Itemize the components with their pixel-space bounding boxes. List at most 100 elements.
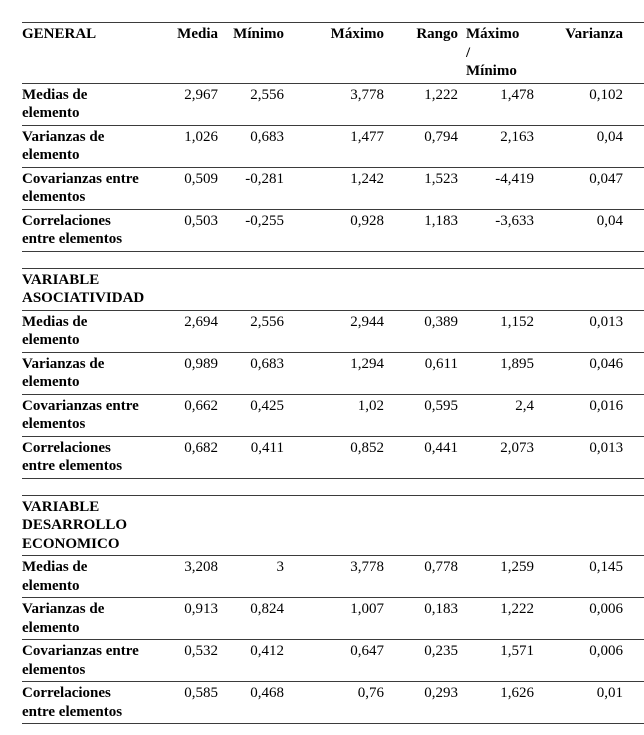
table-header-row: VARIABLE DESARROLLO ECONOMICO (22, 495, 644, 556)
cell-maximo-minimo: 2,073 (466, 436, 542, 479)
table-header-row: VARIABLE ASOCIATIVIDAD (22, 268, 644, 311)
cell-maximo-minimo: 1,478 (466, 83, 542, 126)
cell-media: 1,026 (162, 125, 226, 168)
col-header-minimo: Mínimo (226, 22, 292, 84)
cell-maximo-minimo: 1,259 (466, 555, 542, 598)
cell-maximo-minimo: -4,419 (466, 167, 542, 210)
cell-maximo-minimo: 2,4 (466, 394, 542, 437)
cell-rango: 1,183 (392, 209, 466, 252)
cell-media: 0,503 (162, 209, 226, 252)
cell-maximo: 0,647 (292, 639, 392, 682)
cell-media: 0,509 (162, 167, 226, 210)
cell-rango: 0,389 (392, 310, 466, 353)
cell-varianza: 0,006 (542, 597, 644, 640)
row-label: Varianzas de elemento (22, 597, 162, 640)
cell-rango: 0,235 (392, 639, 466, 682)
cell-minimo: 2,556 (226, 83, 292, 126)
cell-rango: 0,293 (392, 681, 466, 724)
cell-minimo: 0,468 (226, 681, 292, 724)
row-label: Varianzas de elemento (22, 125, 162, 168)
cell-rango: 0,441 (392, 436, 466, 479)
section-title-desarrollo: VARIABLE DESARROLLO ECONOMICO (22, 495, 644, 556)
table-row: Covarianzas entre elementos 0,509 -0,281… (22, 167, 644, 210)
cell-varianza: 0,013 (542, 436, 644, 479)
cell-varianza: 0,01 (542, 681, 644, 724)
cell-varianza: 0,04 (542, 125, 644, 168)
table-desarrollo-economico: VARIABLE DESARROLLO ECONOMICO Medias de … (22, 494, 644, 724)
cell-minimo: 0,425 (226, 394, 292, 437)
row-label: Correlaciones entre elementos (22, 209, 162, 252)
table-row: Medias de elemento 3,208 3 3,778 0,778 1… (22, 555, 644, 598)
cell-rango: 1,222 (392, 83, 466, 126)
table-row: Correlaciones entre elementos 0,585 0,46… (22, 681, 644, 724)
cell-minimo: -0,255 (226, 209, 292, 252)
col-header-maximo-minimo: Máximo / Mínimo (466, 22, 542, 84)
cell-maximo-minimo: -3,633 (466, 209, 542, 252)
row-label: Covarianzas entre elementos (22, 639, 162, 682)
row-label: Covarianzas entre elementos (22, 394, 162, 437)
cell-maximo-minimo: 1,571 (466, 639, 542, 682)
cell-maximo: 1,242 (292, 167, 392, 210)
table-row: Covarianzas entre elementos 0,532 0,412 … (22, 639, 644, 682)
table-row: Correlaciones entre elementos 0,682 0,41… (22, 436, 644, 479)
cell-maximo: 1,02 (292, 394, 392, 437)
col-header-media: Media (162, 22, 226, 84)
row-label: Medias de elemento (22, 310, 162, 353)
cell-maximo: 3,778 (292, 555, 392, 598)
cell-rango: 0,794 (392, 125, 466, 168)
cell-rango: 0,611 (392, 352, 466, 395)
cell-varianza: 0,047 (542, 167, 644, 210)
cell-media: 0,662 (162, 394, 226, 437)
cell-rango: 1,523 (392, 167, 466, 210)
cell-minimo: -0,281 (226, 167, 292, 210)
cell-maximo-minimo: 2,163 (466, 125, 542, 168)
cell-varianza: 0,145 (542, 555, 644, 598)
cell-varianza: 0,04 (542, 209, 644, 252)
cell-media: 2,694 (162, 310, 226, 353)
cell-maximo-minimo: 1,222 (466, 597, 542, 640)
cell-maximo: 2,944 (292, 310, 392, 353)
cell-maximo: 3,778 (292, 83, 392, 126)
cell-media: 0,532 (162, 639, 226, 682)
cell-maximo: 0,76 (292, 681, 392, 724)
cell-media: 2,967 (162, 83, 226, 126)
cell-maximo: 1,007 (292, 597, 392, 640)
table-row: Medias de elemento 2,967 2,556 3,778 1,2… (22, 83, 644, 126)
cell-varianza: 0,006 (542, 639, 644, 682)
table-row: Medias de elemento 2,694 2,556 2,944 0,3… (22, 310, 644, 353)
cell-maximo-minimo: 1,152 (466, 310, 542, 353)
cell-varianza: 0,013 (542, 310, 644, 353)
table-general: GENERAL Media Mínimo Máximo Rango Máximo… (22, 22, 644, 252)
table-row: Correlaciones entre elementos 0,503 -0,2… (22, 209, 644, 252)
row-label: Medias de elemento (22, 555, 162, 598)
cell-rango: 0,595 (392, 394, 466, 437)
cell-media: 0,989 (162, 352, 226, 395)
cell-varianza: 0,102 (542, 83, 644, 126)
cell-media: 3,208 (162, 555, 226, 598)
cell-maximo: 0,928 (292, 209, 392, 252)
cell-minimo: 2,556 (226, 310, 292, 353)
row-label: Covarianzas entre elementos (22, 167, 162, 210)
row-label: Medias de elemento (22, 83, 162, 126)
table-row: Covarianzas entre elementos 0,662 0,425 … (22, 394, 644, 437)
col-header-maximo: Máximo (292, 22, 392, 84)
cell-maximo: 1,477 (292, 125, 392, 168)
col-header-varianza: Varianza (542, 22, 644, 84)
cell-minimo: 0,683 (226, 125, 292, 168)
section-title-general: GENERAL (22, 22, 162, 84)
cell-varianza: 0,046 (542, 352, 644, 395)
table-row: Varianzas de elemento 1,026 0,683 1,477 … (22, 125, 644, 168)
cell-maximo: 1,294 (292, 352, 392, 395)
table-header-row: GENERAL Media Mínimo Máximo Rango Máximo… (22, 22, 644, 84)
cell-minimo: 0,824 (226, 597, 292, 640)
col-header-rango: Rango (392, 22, 466, 84)
cell-minimo: 0,683 (226, 352, 292, 395)
table-row: Varianzas de elemento 0,989 0,683 1,294 … (22, 352, 644, 395)
cell-media: 0,913 (162, 597, 226, 640)
cell-maximo: 0,852 (292, 436, 392, 479)
cell-media: 0,682 (162, 436, 226, 479)
table-row: Varianzas de elemento 0,913 0,824 1,007 … (22, 597, 644, 640)
cell-media: 0,585 (162, 681, 226, 724)
cell-rango: 0,778 (392, 555, 466, 598)
